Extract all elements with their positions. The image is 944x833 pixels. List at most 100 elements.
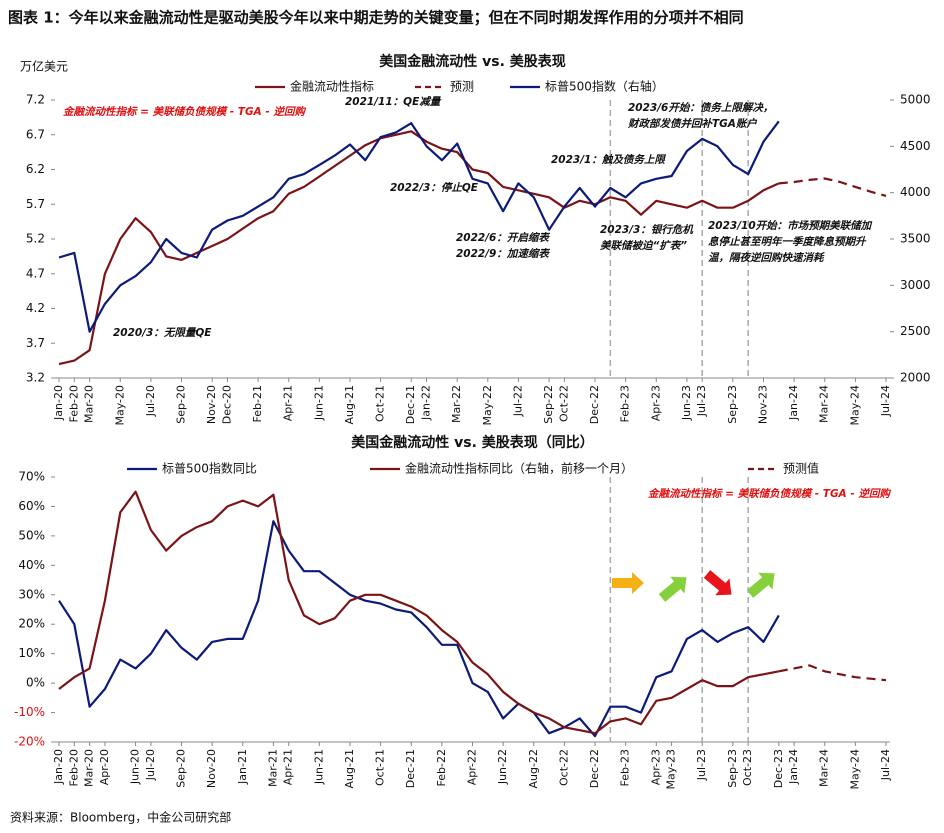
x-tick-label: Jul-23: [695, 385, 708, 417]
annotation: 财政部发债并回补TGA账户: [627, 117, 757, 130]
annotation: 2020/3：无限量QE: [113, 327, 212, 339]
y-tick-label: 60%: [18, 499, 45, 513]
y-tick-label: 4.7: [26, 266, 45, 280]
x-tick-label: Jul-20: [144, 385, 157, 417]
y-tick-label: 30%: [18, 587, 45, 601]
x-tick-label: Feb-23: [619, 385, 632, 422]
arrow: [746, 572, 775, 598]
x-tick-label: Jun-23: [680, 385, 693, 421]
x-tick-label: Jun-20: [129, 749, 142, 785]
x-tick-label: Dec-20: [220, 385, 233, 424]
annotation: 金融流动性指标 = 美联储负债规模 - TGA - 逆回购: [648, 487, 891, 500]
x-tick-label: Mar-22: [450, 385, 463, 423]
x-tick-label: Jan-24: [787, 385, 800, 421]
x-tick-label: Sep-20: [175, 749, 188, 788]
x-tick-label: Sep-23: [726, 749, 739, 788]
x-tick-label: Feb-22: [435, 749, 448, 786]
y2-tick-label: 3000: [900, 278, 931, 292]
chart-title: 美国金融流动性 vs. 美股表现（同比）: [351, 434, 594, 451]
y-tick-label: 0%: [26, 676, 45, 690]
arrow: [612, 572, 644, 594]
y2-tick-label: 2500: [900, 324, 931, 338]
y-tick-label: 3.7: [26, 336, 45, 350]
x-tick-label: Feb-23: [619, 749, 632, 786]
y-tick-label: 3.2: [26, 371, 45, 385]
x-tick-label: Apr-23: [649, 749, 662, 785]
arrow: [703, 570, 732, 596]
x-tick-label: Jun-22: [496, 749, 509, 785]
x-tick-label: Jan-20: [52, 749, 65, 785]
annotation: 2023/6开始：债务上限解决，: [628, 101, 773, 114]
x-tick-label: Nov-23: [756, 385, 769, 424]
y-tick-label: 40%: [18, 558, 45, 572]
y-axis-unit: 万亿美元: [20, 59, 68, 74]
x-tick-label: Dec-22: [588, 385, 601, 424]
y-tick-label: 6.7: [26, 127, 45, 141]
y2-tick-label: 2000: [900, 371, 931, 385]
legend-label: 预测值: [783, 461, 819, 476]
x-tick-label: Mar-24: [818, 385, 831, 423]
x-tick-label: Sep-20: [175, 385, 188, 424]
y-tick-label: 10%: [18, 646, 45, 660]
y-tick-label: 70%: [18, 470, 45, 484]
annotation: 2023/1：触及债务上限: [551, 153, 666, 166]
figure-title: 图表 1：今年以来金融流动性是驱动美股今年以来中期走势的关键变量；但在不同时期发…: [8, 9, 744, 27]
x-tick-label: May-23: [665, 749, 678, 790]
annotation: 金融流动性指标 = 美联储负债规模 - TGA - 逆回购: [63, 105, 306, 118]
x-tick-label: Sep-23: [726, 385, 739, 424]
x-tick-label: Jul-22: [511, 385, 524, 417]
x-tick-label: Aug-21: [343, 749, 356, 788]
x-tick-label: Jul-24: [879, 749, 892, 781]
arrow: [658, 576, 687, 602]
x-tick-label: Apr-22: [466, 749, 479, 785]
x-tick-label: Feb-20: [67, 385, 80, 422]
x-tick-label: Nov-20: [205, 385, 218, 424]
x-tick-label: Jan-20: [52, 385, 65, 421]
legend-label: 标普500指数（右轴）: [545, 79, 664, 94]
y-tick-label: -10%: [14, 705, 45, 719]
annotation: 温，隔夜逆回购快速消耗: [708, 251, 825, 264]
x-tick-label: Apr-21: [282, 749, 295, 785]
y-tick-label: 7.2: [26, 93, 45, 107]
annotation: 息停止甚至明年一季度降息预期升: [708, 235, 867, 248]
x-tick-label: Feb-21: [251, 385, 264, 422]
x-tick-label: Jan-24: [787, 749, 800, 785]
chart-title: 美国金融流动性 vs. 美股表现: [379, 53, 566, 70]
x-tick-label: Jun-21: [312, 385, 325, 421]
x-tick-label: Jan-21: [236, 749, 249, 785]
series-line: [778, 177, 887, 197]
y2-tick-label: 5000: [900, 93, 931, 107]
x-tick-label: Nov-20: [205, 749, 218, 788]
series-line: [58, 520, 780, 738]
x-tick-label: Dec-23: [772, 749, 785, 788]
x-tick-label: Mar-21: [266, 749, 279, 787]
legend-label: 金融流动性指标: [290, 79, 374, 94]
y-tick-label: -20%: [14, 735, 45, 749]
x-tick-label: Feb-20: [67, 749, 80, 786]
x-tick-label: Mar-24: [818, 749, 831, 787]
trend-arrows: [612, 570, 775, 602]
x-tick-label: Sep-22: [542, 385, 555, 424]
x-tick-label: Aug-22: [527, 749, 540, 788]
y-tick-label: 6.2: [26, 162, 45, 176]
x-tick-label: Aug-21: [343, 385, 356, 424]
series-line: [58, 490, 780, 735]
annotation: 2023/3：银行危机: [600, 223, 694, 236]
x-tick-label: Dec-21: [404, 749, 417, 788]
x-tick-label: May-20: [113, 385, 126, 426]
y-tick-label: 5.2: [26, 232, 45, 246]
y-tick-label: 50%: [18, 528, 45, 542]
annotation: 2023/10开始：市场预期美联储加: [708, 219, 873, 232]
x-tick-label: Jan-22: [420, 385, 433, 421]
x-tick-label: Mar-20: [83, 385, 96, 423]
x-tick-label: Apr-20: [98, 749, 111, 785]
source-note: 资料来源：Bloomberg，中金公司研究部: [10, 810, 231, 825]
series-line: [778, 664, 887, 682]
series-line: [58, 120, 780, 333]
y-tick-label: 4.2: [26, 301, 45, 315]
y-tick-label: 20%: [18, 617, 45, 631]
annotation: 美联储被迫“扩表”: [600, 239, 687, 252]
x-tick-label: May-24: [848, 385, 861, 426]
legend-label: 金融流动性指标同比（右轴，前移一个月）: [405, 461, 633, 476]
